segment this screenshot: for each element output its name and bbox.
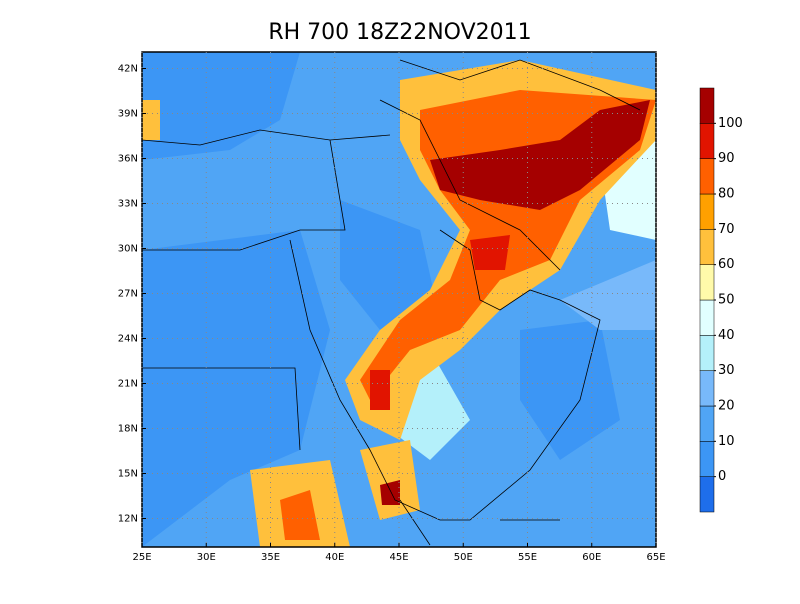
colorbar-segment [699,405,715,442]
y-tick-label: 30N [118,244,138,255]
y-tick-label: 24N [118,334,138,345]
colorbar-label: 30 [718,363,735,378]
x-tick-label: 60E [582,552,601,563]
y-tick-label: 18N [118,424,138,435]
chart-title: RH 700 18Z22NOV2011 [268,20,531,45]
x-tick-label: 25E [132,552,151,563]
x-tick-label: 35E [261,552,280,563]
colorbar-label: 90 [718,151,735,166]
x-tick-label: 55E [518,552,537,563]
colorbar-label: 80 [718,187,735,202]
colorbar-segment [699,370,715,407]
x-tick-label: 40E [325,552,344,563]
y-tick-label: 39N [118,109,138,120]
y-tick-label: 12N [118,514,138,525]
colorbar-segment [699,441,715,477]
colorbar-label: 70 [718,222,735,237]
colorbar-label: 0 [718,469,726,484]
x-tick-label: 45E [389,552,408,563]
colorbar-label: 20 [718,399,735,414]
colorbar-label: 40 [718,328,735,343]
x-tick-label: 50E [454,552,473,563]
colorbar-segment [699,123,715,159]
colorbar-segment [699,299,715,336]
colorbar-segment [699,87,715,124]
colorbar-segment [699,193,715,230]
colorbar-label: 10 [718,434,735,449]
colorbar-label: 60 [718,257,735,272]
x-tick-label: 30E [197,552,216,563]
colorbar: 0 10 20 30 40 50 60 70 80 90 100 [699,87,743,513]
colorbar-segment [699,476,715,513]
colorbar-segment [699,229,715,265]
colorbar-label: 50 [718,293,735,308]
y-tick-label: 21N [118,379,138,390]
colorbar-label: 100 [718,116,743,131]
field [142,52,656,547]
y-tick-label: 15N [118,469,138,480]
colorbar-segment [699,335,715,371]
colorbar-segment [699,264,715,301]
y-tick-label: 27N [118,289,138,300]
colorbar-segment [699,158,715,195]
x-tick-label: 65E [646,552,665,563]
y-tick-label: 42N [118,64,138,75]
y-tick-label: 33N [118,199,138,210]
y-tick-label: 36N [118,154,138,165]
